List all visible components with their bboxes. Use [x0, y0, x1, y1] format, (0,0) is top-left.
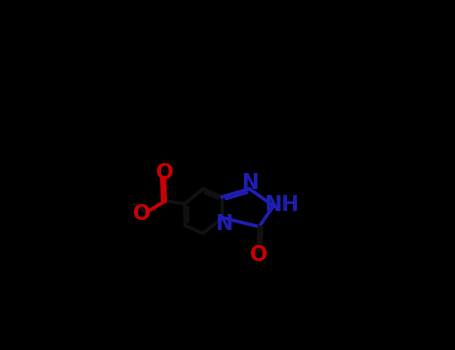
- Text: O: O: [133, 204, 151, 224]
- Text: NH: NH: [264, 195, 298, 215]
- Text: O: O: [250, 245, 268, 265]
- Text: N: N: [215, 214, 233, 234]
- Text: O: O: [156, 163, 174, 183]
- Text: N: N: [241, 174, 258, 194]
